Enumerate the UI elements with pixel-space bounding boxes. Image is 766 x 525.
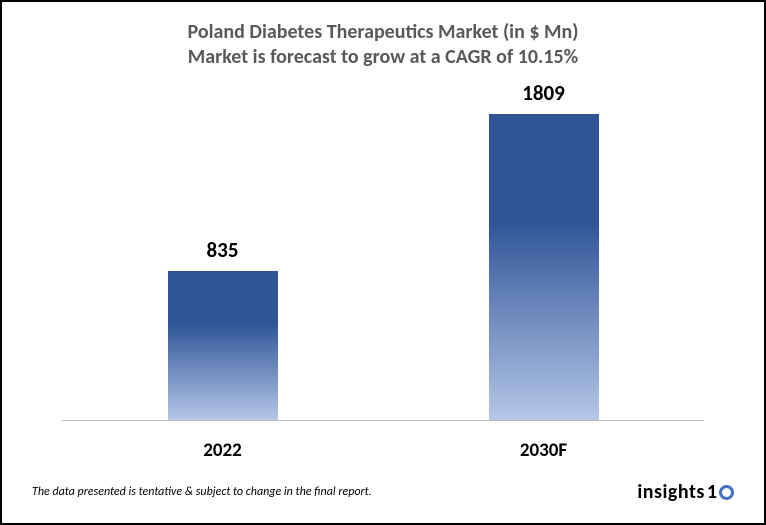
chart-frame: Poland Diabetes Therapeutics Market (in … [0,0,766,525]
logo-zero-ring-icon [719,485,734,500]
plot-region: 835 1809 [62,80,704,421]
footer-row: The data presented is tentative & subjec… [32,475,734,509]
logo-one: 1 [707,480,717,504]
x-axis-labels: 2022 2030F [62,429,704,469]
title-line-2: Market is forecast to grow at a CAGR of … [32,45,734,70]
bar-slot-2030f: 1809 [383,80,704,420]
x-label-2030f: 2030F [383,429,704,469]
bar-2030f [489,114,599,420]
logo-ten: 1 [707,480,734,504]
bar-2022 [168,271,278,420]
title-line-1: Poland Diabetes Therapeutics Market (in … [32,20,734,45]
chart-title: Poland Diabetes Therapeutics Market (in … [32,20,734,70]
bar-value-2030f: 1809 [522,80,565,106]
chart-area: 835 1809 2022 2030F [32,80,734,469]
bar-slot-2022: 835 [62,80,383,420]
x-label-2022: 2022 [62,429,383,469]
logo-word: insights [637,480,704,504]
footnote-text: The data presented is tentative & subjec… [32,485,372,499]
bar-value-2022: 835 [207,237,239,263]
insights10-logo: insights 1 [637,480,734,504]
